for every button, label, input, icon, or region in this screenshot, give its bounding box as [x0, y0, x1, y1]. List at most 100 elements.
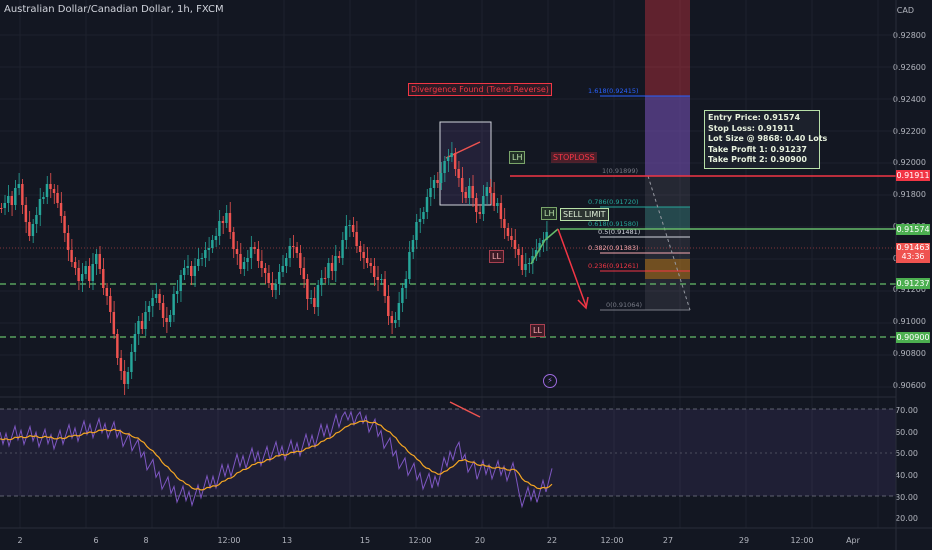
- stop-loss-price-tag: 0.91911: [896, 170, 930, 181]
- candle: [425, 197, 429, 212]
- candle: [73, 262, 77, 268]
- sell-limit-label[interactable]: SELL LIMIT: [560, 208, 609, 221]
- candle: [214, 236, 218, 240]
- candle: [285, 258, 288, 266]
- candle: [510, 236, 513, 240]
- candle: [109, 296, 112, 312]
- candle: [211, 240, 214, 248]
- candle: [499, 203, 503, 219]
- candle: [31, 224, 35, 236]
- candle: [63, 216, 66, 233]
- candle: [496, 203, 499, 206]
- time-tick-label: 6: [93, 536, 98, 545]
- candle: [221, 221, 225, 223]
- candle: [119, 358, 123, 371]
- candle: [429, 188, 432, 197]
- candle: [126, 372, 130, 384]
- candle: [87, 266, 91, 281]
- candle: [249, 247, 253, 258]
- candle: [351, 225, 355, 232]
- price-tick-label: 0.92800: [893, 31, 926, 40]
- lower-high-marker[interactable]: LH: [541, 207, 558, 220]
- rsi-divergence-line: [449, 401, 481, 418]
- candle: [21, 184, 24, 205]
- rsi-tick-label: 20.00: [895, 514, 918, 523]
- price-tick-label: 0.92400: [893, 95, 926, 104]
- candle: [116, 334, 119, 358]
- candle: [411, 240, 415, 252]
- candle: [95, 254, 98, 264]
- candle: [270, 283, 274, 290]
- candle: [17, 184, 21, 188]
- candle: [112, 312, 116, 334]
- candle: [306, 279, 309, 299]
- candle: [327, 263, 330, 278]
- candle: [323, 278, 327, 279]
- candle: [489, 187, 492, 193]
- candle: [538, 243, 541, 250]
- symbol-title[interactable]: Australian Dollar/Canadian Dollar, 1h, F…: [4, 4, 224, 15]
- candle: [228, 213, 232, 232]
- currency-label: CAD: [896, 6, 914, 15]
- candle: [394, 320, 397, 323]
- price-tick-label: 0.92000: [893, 158, 926, 167]
- candle: [517, 249, 520, 255]
- candle: [401, 288, 404, 303]
- bar-countdown: 43:36: [901, 252, 925, 261]
- fib-level-label: 1(0.91899): [602, 167, 638, 175]
- fib-level-label: 0.382(0.91383): [588, 244, 639, 252]
- candle: [292, 246, 295, 247]
- projection-down-arrow: [557, 228, 587, 307]
- candle: [182, 268, 186, 275]
- take-profit-2-price-tag: 0.90900: [896, 332, 930, 343]
- candle: [253, 247, 256, 249]
- time-tick-label: 15: [360, 536, 370, 545]
- candle: [14, 188, 17, 205]
- candle: [482, 196, 485, 214]
- candle: [38, 199, 42, 215]
- time-tick-label: Apr: [846, 536, 861, 545]
- fib-level-label: 0.5(0.91481): [598, 228, 640, 236]
- time-tick-label: 29: [739, 536, 749, 545]
- lower-high-marker[interactable]: LH: [509, 151, 526, 164]
- candle: [70, 250, 73, 262]
- candle: [520, 255, 524, 270]
- candle: [320, 278, 323, 285]
- rsi-band: [0, 409, 896, 496]
- candle: [299, 253, 302, 268]
- candle: [302, 268, 306, 279]
- candle: [274, 284, 277, 290]
- candle: [267, 273, 270, 283]
- candle: [172, 294, 175, 315]
- rsi-tick-label: 60.00: [895, 428, 918, 437]
- candle: [263, 268, 267, 273]
- candle: [91, 264, 94, 281]
- candle: [123, 371, 126, 384]
- stoploss-label[interactable]: STOPLOSS: [551, 152, 597, 163]
- lot-size-text: Lot Size @ 9868: 0.40 Lots: [708, 134, 828, 143]
- entry-price-text: Entry Price: 0.91574: [708, 113, 801, 122]
- trade-info-box[interactable]: Entry Price: 0.91574 Stop Loss: 0.91911 …: [704, 110, 828, 169]
- time-tick-label: 12:00: [408, 536, 431, 545]
- rsi-tick-label: 70.00: [895, 406, 918, 415]
- stop-zone: [645, 0, 690, 176]
- candle: [256, 249, 260, 261]
- lower-low-marker[interactable]: LL: [489, 250, 504, 263]
- lightning-icon[interactable]: ⚡: [543, 374, 557, 388]
- candle: [105, 288, 109, 296]
- lower-low-marker[interactable]: LL: [530, 324, 545, 337]
- candle: [42, 197, 45, 199]
- divergence-label[interactable]: Divergence Found (Trend Reverse): [408, 83, 552, 96]
- candle: [450, 153, 453, 157]
- candle: [35, 215, 38, 224]
- candle: [453, 153, 457, 169]
- candle: [186, 266, 189, 268]
- time-tick-label: 12:00: [217, 536, 240, 545]
- candle: [534, 250, 538, 256]
- fib-retracement-zone: [645, 176, 690, 310]
- rsi-tick-label: 50.00: [895, 449, 918, 458]
- candle: [225, 213, 228, 223]
- candle: [59, 203, 63, 216]
